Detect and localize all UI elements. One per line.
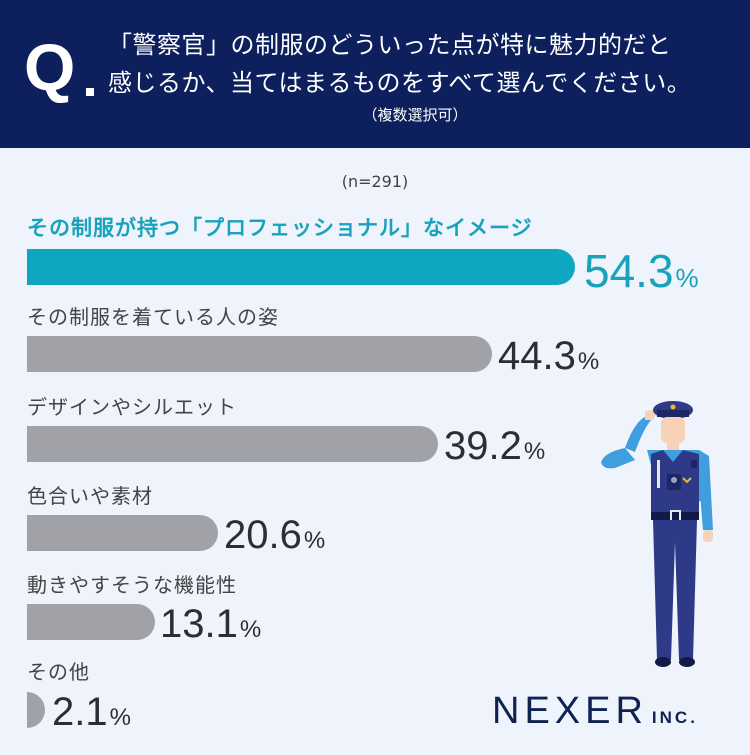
- value-number: 2.1: [52, 690, 108, 734]
- logo-name: NEXER: [492, 690, 648, 732]
- bar-value: 54.3%: [584, 248, 699, 301]
- bar: [27, 426, 438, 462]
- question-header: Q 「警察官」の制服のどういった点が特に魅力的だと 感じるか、当てはまるものをす…: [0, 0, 750, 148]
- police-officer-illustration: [601, 401, 713, 667]
- value-number: 20.6: [224, 513, 302, 557]
- question-line-1: 「警察官」の制服のどういった点が特に魅力的だと: [108, 31, 672, 59]
- value-number: 54.3: [584, 245, 674, 297]
- value-unit: %: [523, 438, 546, 465]
- value-number: 13.1: [160, 602, 238, 646]
- bar-label: デザインやシルエット: [27, 395, 237, 419]
- question-line-2: 感じるか、当てはまるものをすべて選んでください。: [108, 69, 692, 97]
- value-unit: %: [577, 348, 600, 375]
- bar-label: その制服が持つ「プロフェッショナル」なイメージ: [27, 216, 533, 240]
- bar-label: その他: [27, 660, 90, 684]
- value-number: 39.2: [444, 424, 522, 468]
- value-unit: %: [109, 704, 131, 731]
- nexer-logo: NEXER INC.: [492, 690, 698, 733]
- question-note: （複数選択可）: [362, 106, 468, 124]
- q-mark: Q: [24, 30, 75, 104]
- bar: [27, 249, 575, 285]
- logo-suffix: INC.: [651, 708, 698, 727]
- bar-label: その制服を着ている人の姿: [27, 305, 279, 329]
- value-unit: %: [675, 263, 699, 293]
- bar-value: 20.6%: [224, 515, 325, 561]
- bar: [27, 692, 45, 728]
- bar-label: 色合いや素材: [27, 484, 153, 508]
- bar: [27, 604, 155, 640]
- bar: [27, 515, 218, 551]
- bar-value: 13.1%: [160, 604, 261, 650]
- sample-size: (n=291): [341, 172, 409, 191]
- value-unit: %: [303, 527, 326, 554]
- bar-value: 2.1%: [52, 692, 131, 738]
- value-unit: %: [239, 616, 262, 643]
- q-dot: [86, 88, 94, 96]
- bar-value: 44.3%: [498, 336, 599, 382]
- value-number: 44.3: [498, 334, 576, 378]
- bar-value: 39.2%: [444, 426, 545, 472]
- bar-label: 動きやすそうな機能性: [27, 573, 237, 597]
- bar: [27, 336, 492, 372]
